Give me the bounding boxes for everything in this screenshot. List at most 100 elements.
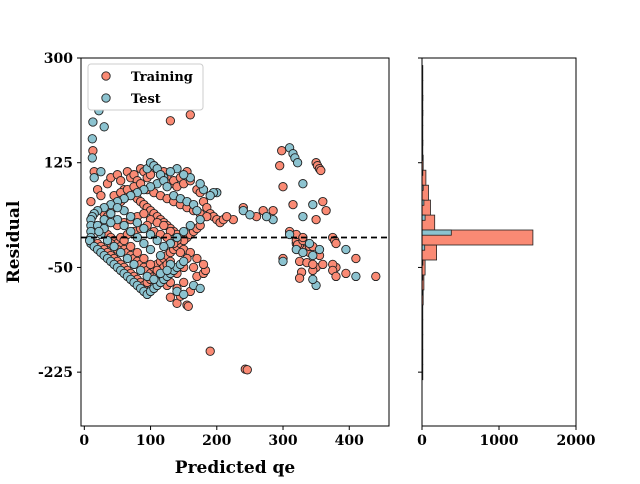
- test-point: [284, 229, 295, 240]
- test-point: [298, 247, 308, 258]
- test-point: [89, 173, 99, 183]
- legend: Training Test: [87, 63, 204, 111]
- histogram-bars: [421, 65, 534, 381]
- training-point: [278, 182, 288, 192]
- y-axis-title: Residual: [4, 200, 24, 283]
- training-point: [139, 208, 149, 219]
- test-point: [139, 223, 149, 234]
- training-point: [331, 271, 341, 282]
- test-point: [94, 226, 104, 237]
- y-tick-label: -50: [48, 260, 74, 276]
- training-point: [96, 190, 106, 201]
- test-point: [238, 205, 248, 216]
- test-point: [96, 167, 106, 177]
- test-point: [278, 256, 288, 267]
- y-tick-label: 125: [44, 156, 73, 172]
- test-point: [179, 289, 189, 300]
- test-point: [298, 211, 308, 222]
- test-point: [308, 250, 318, 261]
- legend-label: Test: [131, 92, 161, 107]
- training-point: [159, 220, 169, 231]
- x-tick-label: 300: [268, 433, 297, 449]
- training-point: [116, 176, 126, 186]
- training-point: [277, 146, 287, 156]
- training-point: [185, 110, 195, 120]
- test-point: [192, 205, 202, 216]
- test-point: [298, 179, 308, 189]
- test-point: [119, 220, 129, 231]
- test-point: [308, 274, 318, 285]
- y-tick-label: -225: [38, 365, 73, 381]
- training-point: [371, 271, 381, 282]
- test-point: [149, 274, 159, 285]
- test-point: [179, 170, 189, 180]
- training-point: [165, 292, 176, 302]
- test-point: [308, 199, 318, 210]
- y-tick-label: 300: [44, 51, 73, 67]
- training-point: [139, 253, 149, 264]
- test-point: [195, 179, 205, 189]
- training-point: [275, 161, 285, 171]
- training-point: [351, 253, 361, 264]
- training-point: [192, 253, 202, 264]
- training-point: [86, 196, 96, 207]
- test-point: [109, 241, 119, 252]
- test-point: [122, 253, 133, 264]
- test-point: [195, 283, 205, 294]
- test-point: [145, 244, 156, 255]
- test-point: [106, 208, 116, 219]
- test-point: [112, 202, 123, 213]
- training-point: [198, 259, 209, 270]
- test-point: [261, 211, 272, 222]
- test-point: [195, 214, 205, 225]
- x-tick-label: 100: [136, 433, 165, 449]
- test-point: [99, 122, 109, 132]
- test-point: [132, 217, 142, 228]
- test-point: [135, 265, 146, 276]
- training-point: [294, 273, 305, 283]
- test-point: [116, 247, 126, 258]
- x-tick-label: 200: [202, 433, 231, 449]
- training-point: [268, 205, 278, 216]
- training-point: [132, 247, 142, 258]
- x-tick-label: 400: [335, 433, 364, 449]
- test-point: [341, 244, 351, 255]
- test-point: [162, 182, 172, 192]
- test-point: [185, 220, 195, 231]
- hist-x-tick-label: 1000: [480, 433, 519, 449]
- test-point: [179, 226, 189, 237]
- test-point: [245, 210, 255, 220]
- test-point: [106, 217, 116, 228]
- test-point: [88, 117, 98, 127]
- test-point: [179, 256, 189, 267]
- legend-training-marker: [101, 71, 111, 81]
- training-point: [341, 268, 351, 279]
- training-point: [175, 247, 186, 258]
- legend-test-marker: [101, 93, 111, 103]
- test-point: [139, 238, 149, 249]
- test-point: [292, 158, 303, 168]
- training-point: [222, 211, 232, 222]
- test-point: [129, 259, 139, 270]
- test-point: [351, 271, 361, 282]
- training-point: [205, 346, 215, 356]
- training-point: [165, 116, 176, 126]
- training-point: [242, 365, 252, 375]
- training-point: [308, 259, 318, 270]
- training-point: [311, 214, 321, 225]
- test-point: [155, 250, 166, 261]
- scatter-points: [84, 68, 381, 375]
- training-point: [179, 277, 189, 288]
- x-axis-title: Predicted qe: [175, 458, 296, 478]
- training-point: [318, 196, 328, 207]
- training-point: [145, 259, 156, 270]
- training-point: [321, 205, 331, 216]
- legend-label: Training: [131, 70, 193, 85]
- training-point: [188, 262, 199, 273]
- legend-box: [87, 63, 204, 111]
- test-point: [145, 229, 156, 240]
- chart-group: 0 100 200 300 400 300 125 -50 -225 Predicted qe Re…: [4, 51, 596, 478]
- test-point: [126, 226, 136, 237]
- test-point: [165, 167, 176, 177]
